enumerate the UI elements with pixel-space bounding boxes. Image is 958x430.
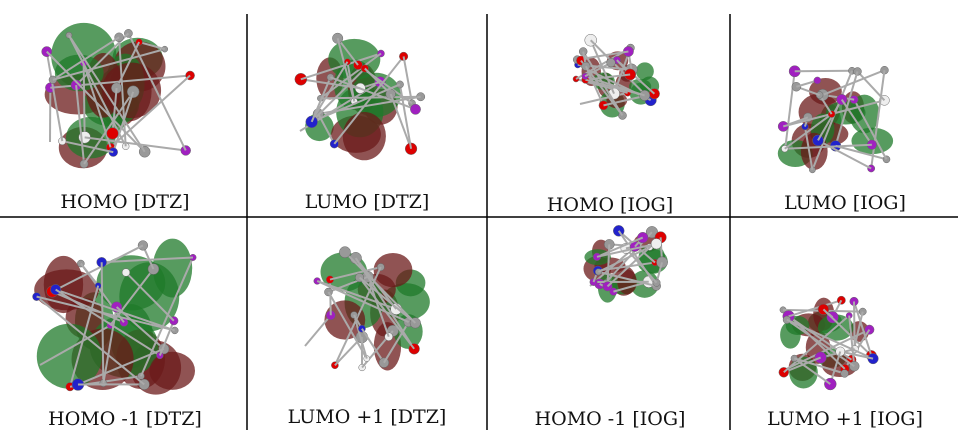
panel-label: LUMO +1 [DTZ] — [288, 406, 447, 428]
panel-label: HOMO [DTZ] — [60, 191, 189, 213]
atom — [410, 104, 420, 114]
panel-label: LUMO +1 [IOG] — [767, 408, 923, 430]
bond — [305, 315, 331, 346]
panel-label: HOMO -1 [DTZ] — [48, 408, 202, 430]
panel-label: HOMO -1 [IOG] — [535, 408, 686, 430]
bond — [84, 63, 85, 137]
atom — [138, 241, 148, 251]
atom — [656, 257, 667, 268]
orbital-lobe — [343, 112, 386, 160]
atom — [107, 128, 119, 140]
orbital-figure: HOMO [DTZ] LUMO [DTZ] HOMO [IOG] LUMO [I… — [0, 0, 958, 430]
atom — [607, 58, 616, 67]
atom — [841, 370, 849, 378]
atom — [339, 247, 350, 258]
atom — [814, 77, 821, 84]
panel-label: HOMO [IOG] — [547, 194, 673, 216]
atom — [122, 269, 130, 277]
orbital-lobe — [636, 62, 654, 80]
panel-label: LUMO [IOG] — [784, 192, 906, 214]
orbital-lobe — [149, 352, 195, 390]
atom — [651, 239, 662, 250]
atom — [181, 146, 191, 156]
atom — [136, 39, 143, 46]
panel-label: LUMO [DTZ] — [305, 191, 430, 213]
atom — [868, 165, 875, 172]
bond — [391, 94, 411, 149]
bond — [795, 71, 852, 72]
bond — [854, 301, 855, 349]
